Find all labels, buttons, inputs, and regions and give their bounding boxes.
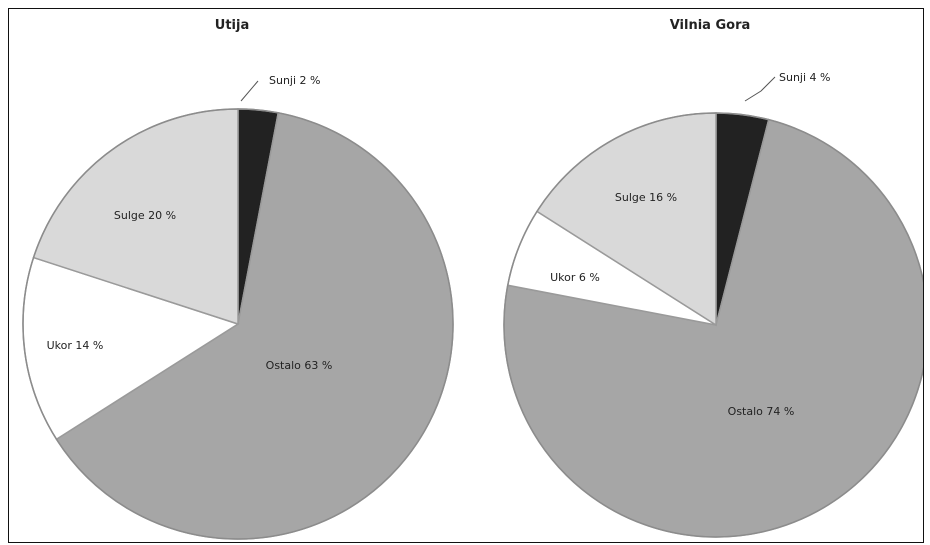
slice-label: Ostalo 63 % bbox=[266, 359, 333, 372]
slice-label: Sunji 4 % bbox=[779, 71, 830, 84]
leader-line bbox=[745, 77, 775, 101]
chart-title-right: Vilnia Gora bbox=[670, 18, 751, 33]
chart-title-left: Utija bbox=[215, 18, 249, 33]
pie-chart-right: Vilnia Gora Sunji 4 % Ostalo 74 % Ukor 6 %… bbox=[504, 18, 923, 537]
pie-charts: Utija Sunji 2 % Ostalo 63 % Ukor 14 % Sulge… bbox=[9, 9, 923, 542]
slice-label: Sulge 16 % bbox=[615, 191, 677, 204]
slice-label: Ostalo 74 % bbox=[728, 405, 795, 418]
slice-label: Sulge 20 % bbox=[114, 209, 176, 222]
slice-label: Ukor 14 % bbox=[47, 339, 104, 352]
leader-line bbox=[241, 81, 258, 101]
slice-label: Ukor 6 % bbox=[550, 271, 600, 284]
slice-label: Sunji 2 % bbox=[269, 74, 320, 87]
figure-frame: Utija Sunji 2 % Ostalo 63 % Ukor 14 % Sulge… bbox=[8, 8, 924, 543]
pie-chart-left: Utija Sunji 2 % Ostalo 63 % Ukor 14 % Sulge… bbox=[23, 18, 453, 539]
